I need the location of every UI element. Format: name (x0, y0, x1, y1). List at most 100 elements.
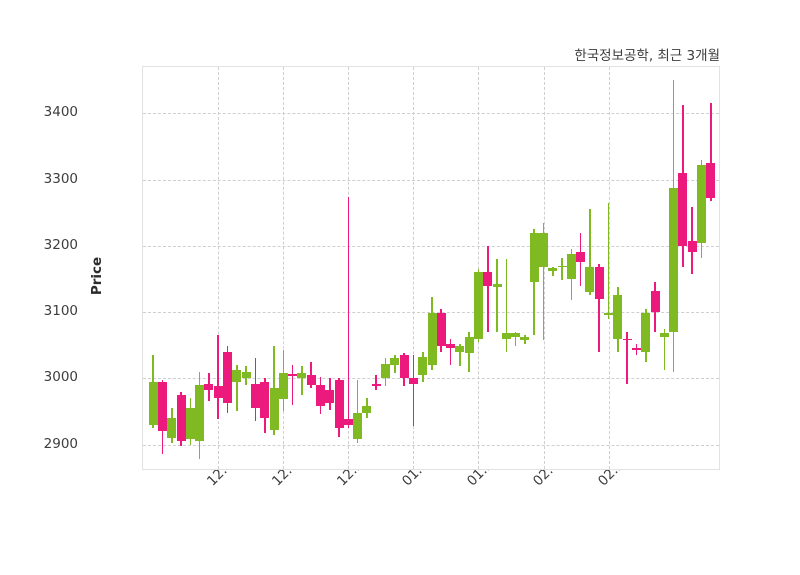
candle-body (223, 351, 233, 404)
candle-body (492, 284, 502, 287)
candle-wick (561, 257, 563, 281)
candle (566, 67, 577, 469)
candle (259, 67, 270, 469)
candle (464, 67, 475, 469)
candle-body (343, 419, 353, 425)
candle-body (362, 406, 372, 413)
candle-body (520, 337, 530, 340)
candle-wick (486, 245, 489, 332)
candle-wick (626, 331, 628, 384)
candle-body (232, 370, 242, 382)
candle-body (306, 374, 316, 385)
candle (343, 67, 354, 469)
candle (352, 67, 363, 469)
candle-body (167, 418, 177, 438)
candle (176, 67, 187, 469)
candle (668, 67, 679, 469)
candle (408, 67, 419, 469)
candle (436, 67, 447, 469)
candle-body (418, 357, 428, 375)
candle-body (185, 408, 195, 440)
candle (529, 67, 540, 469)
candle (194, 67, 205, 469)
candle-body (539, 232, 548, 267)
candle-wick (347, 197, 350, 428)
candle-wick (542, 222, 545, 340)
candle-body (158, 381, 167, 432)
gridline-horizontal (143, 378, 719, 380)
candle-body (148, 381, 158, 425)
candle-body (269, 388, 279, 430)
candle-body (241, 371, 251, 379)
candle (296, 67, 307, 469)
candle-body (585, 267, 595, 293)
candle (269, 67, 280, 469)
gridline-vertical (478, 67, 480, 469)
candle-wick (663, 328, 666, 371)
candle (519, 67, 530, 469)
candle-wick (236, 365, 238, 412)
candle-body (548, 268, 558, 271)
gridline-horizontal (143, 312, 719, 314)
candle-wick (552, 267, 554, 276)
candle (557, 67, 568, 469)
candle-wick (505, 259, 508, 352)
candle (603, 67, 614, 469)
candle-wick (709, 103, 712, 201)
candle-body (408, 378, 418, 384)
candle-wick (356, 379, 359, 444)
candle-body (483, 272, 493, 286)
candle (473, 67, 484, 469)
candle-body (288, 373, 298, 377)
candle-body (464, 337, 474, 354)
candle (659, 67, 670, 469)
candle (380, 67, 391, 469)
gridline-horizontal (143, 245, 719, 247)
candle (650, 67, 661, 469)
candle-body (604, 313, 614, 316)
candle-body (455, 346, 465, 352)
candle-body (566, 253, 576, 279)
gridline-vertical (218, 67, 220, 469)
candle-body (334, 379, 344, 428)
y-tick-label: 3400 (43, 104, 78, 121)
candle-body (297, 372, 307, 379)
candle (575, 67, 586, 469)
candle-body (446, 343, 456, 349)
candle-body (631, 348, 641, 351)
candle (538, 67, 549, 469)
candle-wick (217, 335, 220, 420)
candle (510, 67, 521, 469)
candle-body (594, 267, 604, 299)
y-tick-label: 3000 (43, 369, 78, 386)
candle (306, 67, 317, 469)
candle-body (529, 232, 539, 283)
candle-wick (459, 343, 461, 367)
candle-body (613, 295, 623, 339)
candle-wick (301, 366, 303, 395)
candle (241, 67, 252, 469)
candle (399, 67, 410, 469)
candle-body (260, 381, 270, 418)
candle-wick (514, 331, 517, 347)
candle-body (315, 384, 325, 407)
candle (222, 67, 233, 469)
candle (584, 67, 595, 469)
chart-title: 한국정보공학, 최근 3개월 (574, 48, 720, 64)
candle-body (250, 383, 260, 409)
candle (278, 67, 289, 469)
candle-body (390, 358, 400, 366)
candle-body (511, 333, 521, 338)
candle (687, 67, 698, 469)
y-tick-label: 2900 (43, 435, 78, 452)
candle (482, 67, 493, 469)
candle-wick (496, 259, 498, 332)
candle-body (213, 386, 223, 399)
candle-body (278, 372, 288, 400)
candle (547, 67, 558, 469)
y-tick-label: 3200 (43, 236, 78, 253)
candle (445, 67, 456, 469)
candle-body (399, 355, 409, 379)
candle-body (371, 383, 381, 387)
candle (427, 67, 438, 469)
